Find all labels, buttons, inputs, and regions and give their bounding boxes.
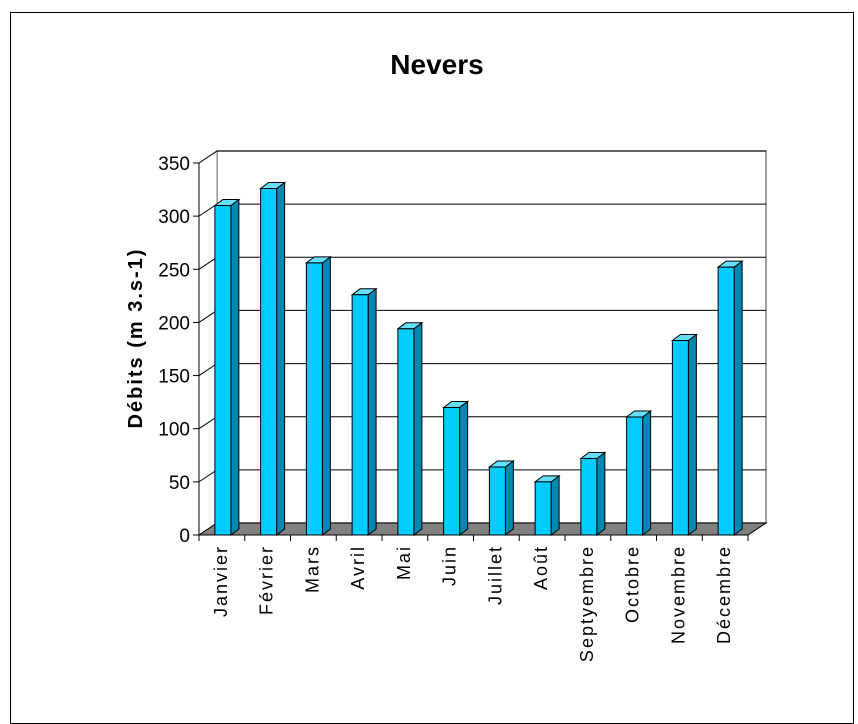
x-tick-label: Avril xyxy=(348,545,368,590)
y-tick-label: 100 xyxy=(158,420,190,441)
bar-front xyxy=(443,406,461,536)
bar-side xyxy=(687,333,697,536)
plot-area: 0 50 100 150 200 250 300 350 Janvier Février Mars A… xyxy=(158,150,768,662)
x-tick-label: Juin xyxy=(440,545,460,586)
bar-front xyxy=(580,457,598,536)
x-tick-label: Novembre xyxy=(668,545,688,644)
bar-side xyxy=(276,181,286,536)
bar-front xyxy=(397,328,415,536)
y-tick-label: 300 xyxy=(158,207,190,228)
bar xyxy=(350,287,378,536)
y-tick-label: 250 xyxy=(158,260,190,281)
x-tick-label: Février xyxy=(257,545,277,615)
bar-side xyxy=(459,400,469,536)
bar xyxy=(213,198,241,536)
y-tick-label: 150 xyxy=(158,367,190,388)
bar xyxy=(625,410,653,536)
side-wall xyxy=(198,150,218,536)
bar-side xyxy=(550,474,560,536)
bar xyxy=(442,400,470,536)
y-axis-label: Débits (m 3.s-1) xyxy=(125,248,147,429)
bar-front xyxy=(626,416,644,536)
bar-front xyxy=(534,481,552,536)
bar-side xyxy=(367,287,377,536)
bar-front xyxy=(671,339,689,536)
bar-side xyxy=(504,459,514,536)
bar-side xyxy=(321,255,331,536)
bar-side xyxy=(413,321,423,536)
x-tick-label: Août xyxy=(531,545,551,590)
x-tick-label: Mai xyxy=(394,545,414,580)
bar-front xyxy=(717,266,735,536)
bar xyxy=(716,260,744,536)
x-tick-label: Septyembre xyxy=(577,545,597,662)
y-tick-label: 50 xyxy=(169,473,190,494)
bar-front xyxy=(214,205,232,536)
x-tick-label: Juillet xyxy=(485,545,505,605)
x-tick-label: Décembre xyxy=(714,545,734,644)
x-tick-label: Janvier xyxy=(211,545,231,617)
y-tick-label: 350 xyxy=(158,154,190,175)
bar-front xyxy=(351,294,369,536)
bar xyxy=(533,474,561,536)
bar-side xyxy=(642,410,652,536)
x-tick-label: Octobre xyxy=(623,545,643,623)
bar xyxy=(579,451,607,536)
y-tick-label: 0 xyxy=(179,526,190,547)
bar-side xyxy=(230,198,240,536)
bar-front xyxy=(260,188,278,536)
bar xyxy=(304,255,332,536)
bar xyxy=(396,321,424,536)
bar-side xyxy=(596,451,606,536)
x-tick-label: Mars xyxy=(302,545,322,593)
gridline xyxy=(198,150,766,164)
bar xyxy=(487,459,515,536)
bar-front xyxy=(488,466,506,536)
bar-front xyxy=(305,262,323,536)
y-tick-label: 200 xyxy=(158,313,190,334)
chart-title: Nevers xyxy=(390,49,483,80)
bar-side xyxy=(733,260,743,536)
bar xyxy=(259,181,287,536)
bar xyxy=(670,333,698,536)
